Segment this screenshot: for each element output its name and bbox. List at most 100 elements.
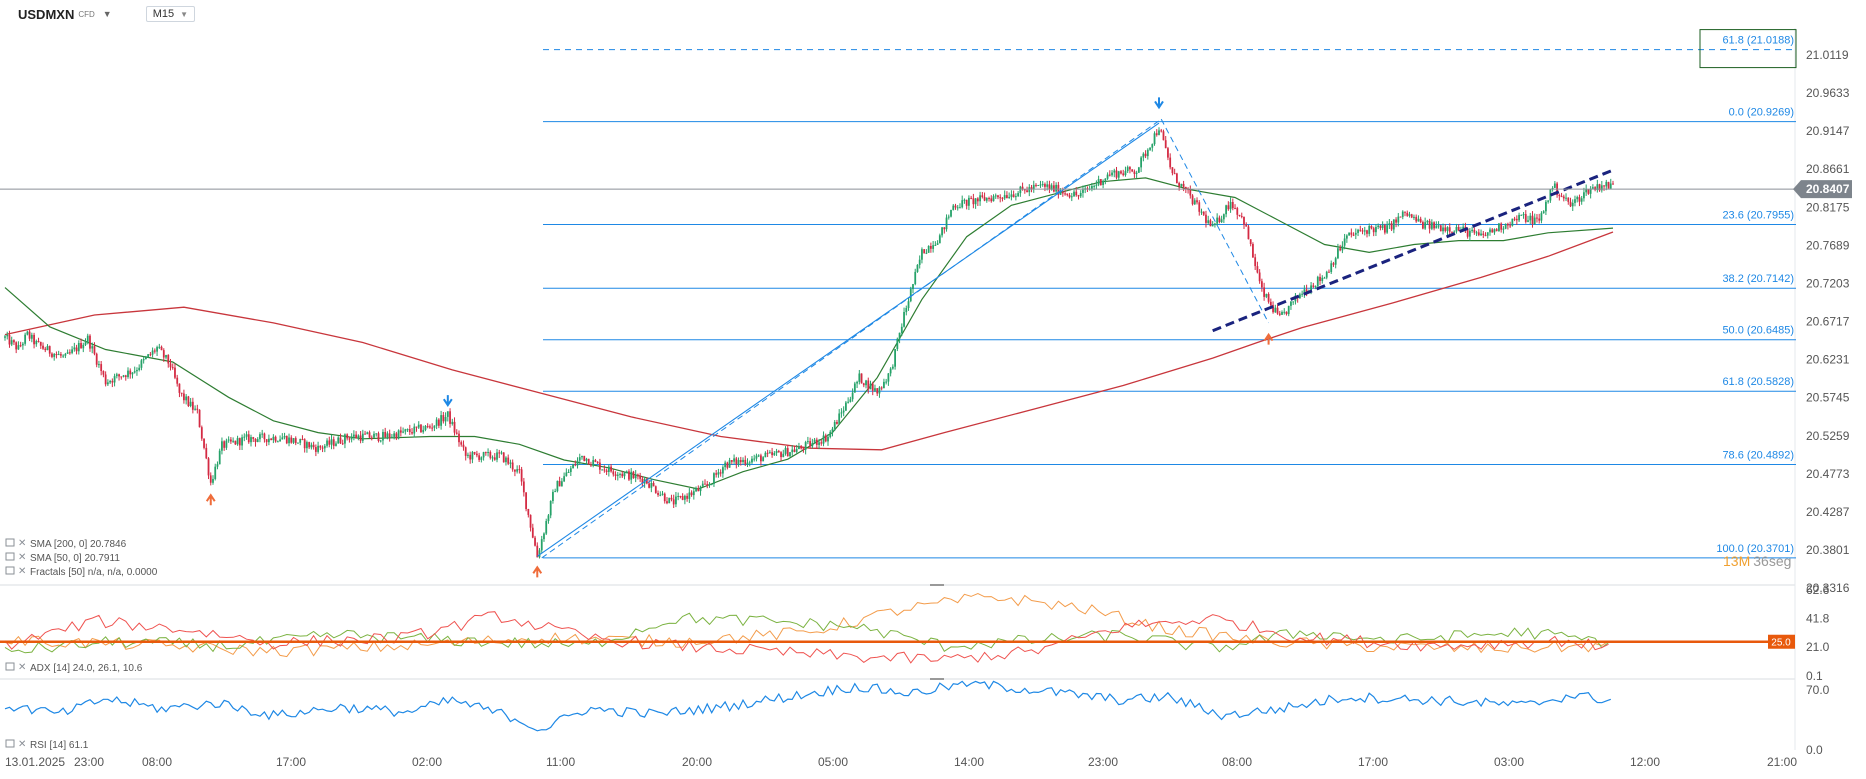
candle-body[interactable] — [1153, 133, 1156, 145]
candle-body[interactable] — [411, 432, 413, 434]
candle-body[interactable] — [950, 209, 952, 217]
candle-body[interactable] — [516, 469, 519, 472]
candle-body[interactable] — [1285, 311, 1288, 315]
candle-body[interactable] — [737, 460, 740, 465]
candle-body[interactable] — [1339, 248, 1342, 251]
candle-body[interactable] — [174, 367, 176, 378]
candle-body[interactable] — [1596, 184, 1599, 190]
candle-body[interactable] — [44, 348, 47, 351]
candle-body[interactable] — [898, 332, 901, 339]
rsi-panel[interactable]: 70.0 0.0 — [4, 680, 1830, 757]
candle-body[interactable] — [625, 471, 628, 473]
candle-body[interactable] — [33, 334, 35, 345]
candle-body[interactable] — [91, 346, 94, 349]
candle-body[interactable] — [393, 433, 396, 437]
candle-body[interactable] — [198, 409, 201, 428]
candle-body[interactable] — [471, 452, 474, 460]
candle-body[interactable] — [1464, 226, 1467, 229]
candle-body[interactable] — [981, 195, 984, 197]
candle-body[interactable] — [534, 537, 536, 546]
legend-item-sma200[interactable]: ✕ SMA [200, 0] 20.7846 — [5, 538, 127, 550]
candle-body[interactable] — [1211, 224, 1214, 227]
candle-body[interactable] — [502, 452, 505, 463]
candle-body[interactable] — [1158, 130, 1160, 135]
candle-body[interactable] — [938, 235, 941, 244]
candle-body[interactable] — [1099, 179, 1102, 185]
candle-body[interactable] — [1468, 230, 1471, 237]
candle-body[interactable] — [762, 457, 765, 462]
candle-body[interactable] — [1475, 232, 1478, 234]
candle-body[interactable] — [880, 387, 883, 389]
candle-body[interactable] — [185, 396, 188, 401]
candle-body[interactable] — [1160, 130, 1163, 132]
candle-body[interactable] — [1272, 305, 1274, 313]
candle-body[interactable] — [836, 422, 838, 424]
candle-body[interactable] — [1518, 214, 1520, 221]
candle-body[interactable] — [292, 438, 295, 443]
candle-body[interactable] — [1448, 227, 1451, 232]
candle-body[interactable] — [992, 196, 995, 202]
candle-body[interactable] — [876, 388, 879, 394]
candle-body[interactable] — [1399, 216, 1402, 218]
candle-body[interactable] — [1003, 195, 1006, 199]
candle-body[interactable] — [1142, 153, 1145, 158]
candle-body[interactable] — [1605, 181, 1608, 187]
candle-body[interactable] — [424, 426, 427, 430]
candle-body[interactable] — [666, 501, 668, 504]
candle-body[interactable] — [1267, 294, 1270, 302]
candle-body[interactable] — [1498, 223, 1500, 232]
candle-body[interactable] — [1193, 200, 1196, 205]
candle-body[interactable] — [634, 474, 637, 479]
candle-body[interactable] — [136, 370, 138, 372]
candle-body[interactable] — [1428, 220, 1431, 229]
candle-body[interactable] — [98, 364, 100, 366]
settings-icon[interactable] — [5, 739, 15, 748]
candle-body[interactable] — [142, 359, 145, 361]
sma200-path[interactable] — [4, 231, 1614, 451]
candle-body[interactable] — [1531, 215, 1534, 224]
candle-body[interactable] — [1401, 211, 1404, 217]
symbol-name[interactable]: USDMXN — [18, 6, 75, 22]
candle-body[interactable] — [1442, 227, 1444, 232]
candle-body[interactable] — [1028, 187, 1031, 193]
candle-body[interactable] — [1397, 216, 1400, 223]
candle-body[interactable] — [820, 442, 823, 444]
candle-body[interactable] — [183, 393, 185, 401]
candle-body[interactable] — [167, 355, 170, 364]
candle-body[interactable] — [1037, 185, 1040, 186]
candle-body[interactable] — [630, 471, 633, 480]
candle-body[interactable] — [1404, 211, 1406, 213]
candle-body[interactable] — [75, 347, 78, 352]
candle-body[interactable] — [37, 341, 40, 342]
candle-body[interactable] — [127, 370, 129, 377]
candle-body[interactable] — [536, 545, 539, 558]
candle-body[interactable] — [460, 442, 463, 445]
candle-body[interactable] — [1180, 183, 1183, 187]
candle-body[interactable] — [1395, 219, 1397, 223]
candle-body[interactable] — [1312, 285, 1315, 287]
candle-body[interactable] — [100, 364, 103, 371]
candle-body[interactable] — [180, 392, 183, 394]
candle-body[interactable] — [896, 338, 899, 349]
candle-body[interactable] — [1375, 227, 1377, 233]
candle-body[interactable] — [6, 334, 9, 337]
candle-body[interactable] — [429, 426, 431, 428]
candle-body[interactable] — [1482, 233, 1485, 235]
candle-body[interactable] — [357, 435, 360, 439]
candle-body[interactable] — [1191, 195, 1194, 205]
candle-body[interactable] — [1491, 229, 1494, 233]
candle-body[interactable] — [1178, 183, 1181, 187]
candle-body[interactable] — [1026, 190, 1028, 193]
candle-body[interactable] — [344, 434, 346, 444]
candle-body[interactable] — [1052, 185, 1055, 192]
candle-body[interactable] — [558, 480, 561, 487]
candle-body[interactable] — [522, 481, 525, 493]
candle-body[interactable] — [80, 343, 82, 349]
candle-body[interactable] — [885, 381, 888, 383]
candle-body[interactable] — [1041, 184, 1044, 186]
candle-body[interactable] — [404, 429, 407, 432]
candle-body[interactable] — [1430, 222, 1433, 229]
candle-body[interactable] — [426, 426, 429, 428]
candle-body[interactable] — [918, 259, 921, 265]
candle-body[interactable] — [227, 439, 230, 441]
